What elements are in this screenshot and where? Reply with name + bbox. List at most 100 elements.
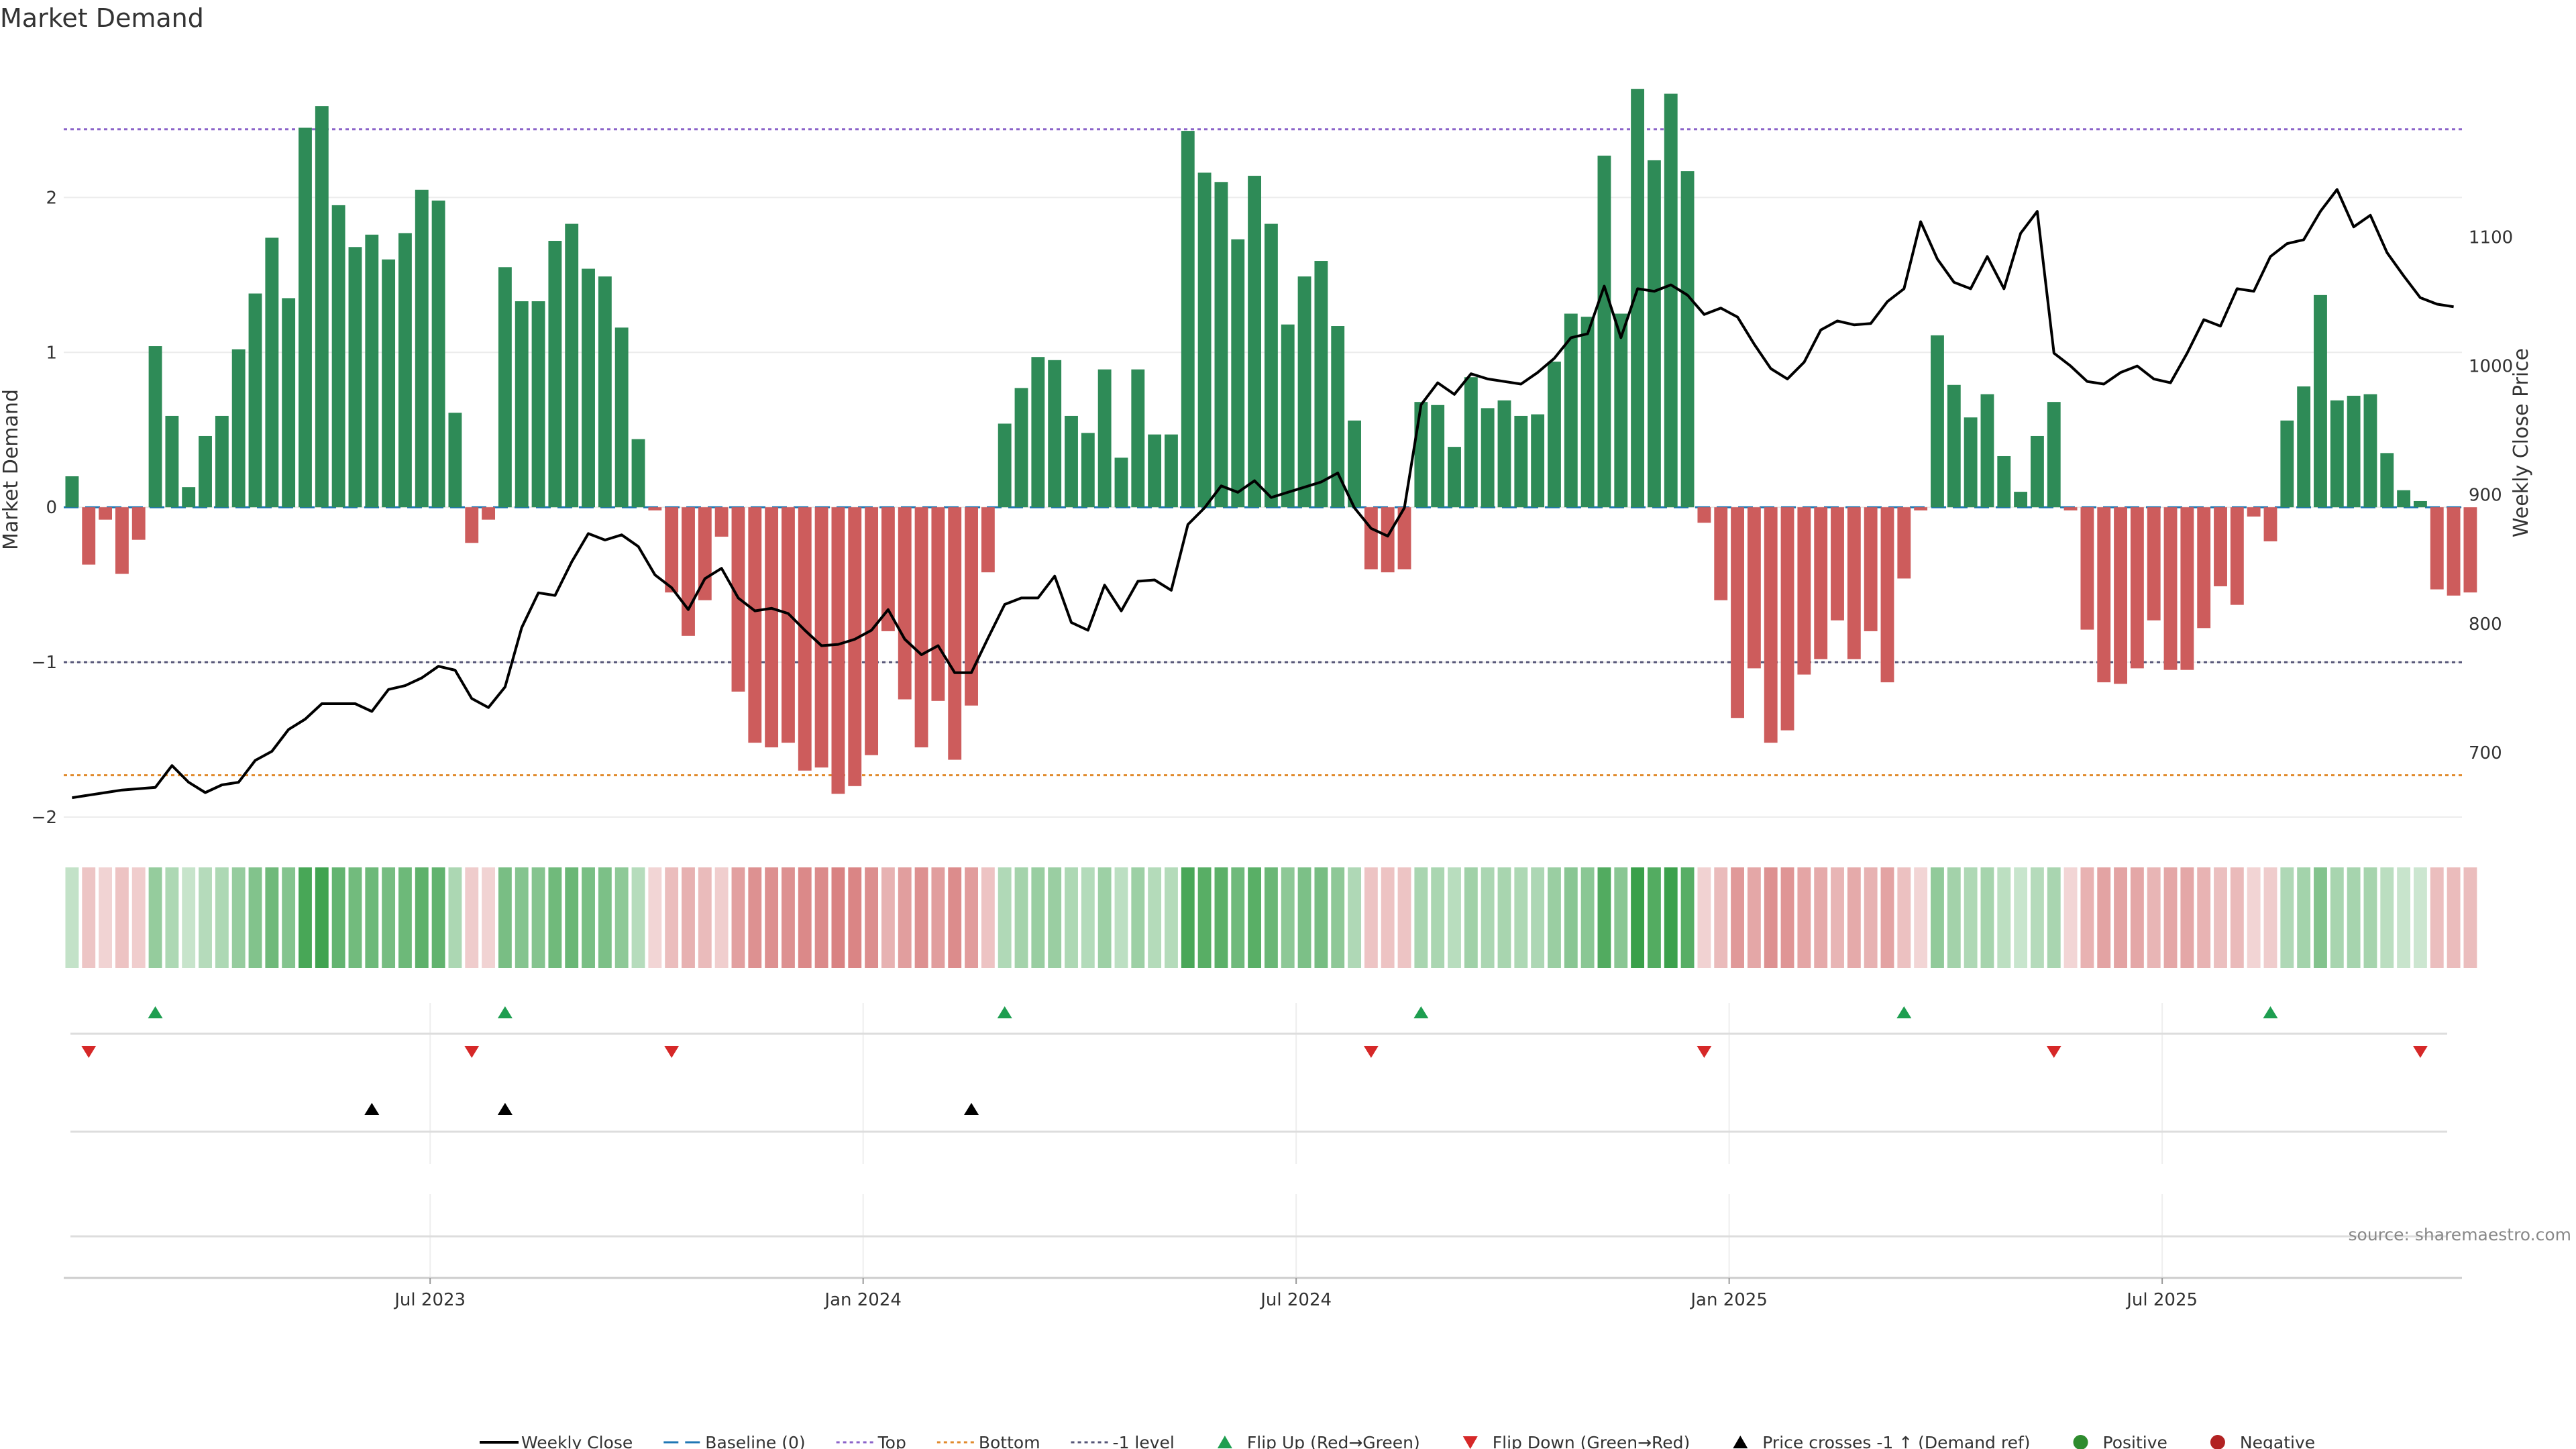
legend-swatch <box>1462 1436 1478 1449</box>
signal-panels <box>70 1003 2447 1278</box>
strip-cell <box>2030 867 2044 968</box>
flip-down-marker <box>2046 1046 2061 1058</box>
demand-bar <box>914 507 928 748</box>
demand-bar <box>965 507 978 706</box>
strip-cell <box>2263 867 2277 968</box>
strip-cell <box>1381 867 1395 968</box>
strip-cell <box>998 867 1012 968</box>
strip-cell <box>1597 867 1611 968</box>
strip-cell <box>1065 867 1078 968</box>
chart-title: Market Demand <box>0 3 204 33</box>
strip-cell <box>714 867 729 968</box>
strip-cell <box>2314 867 2327 968</box>
flip-up-marker <box>148 1006 163 1018</box>
strip-cell <box>1331 867 1345 968</box>
legend-label: Flip Down (Green→Red) <box>1493 1433 1690 1449</box>
demand-bar <box>1731 507 1744 718</box>
demand-bar <box>1647 160 1661 508</box>
strip-cell <box>1264 867 1278 968</box>
strip-cell <box>248 867 262 968</box>
demand-bar <box>1797 507 1811 675</box>
strip-cell <box>965 867 978 968</box>
strip-cell <box>1497 867 1511 968</box>
demand-bar <box>1631 89 1645 508</box>
demand-bar <box>2147 507 2161 621</box>
legend-label: Bottom <box>979 1433 1040 1449</box>
strip-cell <box>1431 867 1445 968</box>
demand-bar <box>2263 507 2277 541</box>
strip-cell <box>1797 867 1811 968</box>
strip-cell <box>2447 867 2461 968</box>
strip-cell <box>199 867 212 968</box>
demand-bar <box>531 301 545 508</box>
demand-bar <box>1914 507 1928 511</box>
demand-bar <box>1065 415 1078 508</box>
strip-cell <box>565 867 579 968</box>
demand-bar <box>1431 405 1445 508</box>
strip-cell <box>348 867 362 968</box>
strip-cell <box>2397 867 2411 968</box>
strip-cell <box>1514 867 1528 968</box>
demand-bar <box>2130 507 2144 669</box>
y-tick-label: 1 <box>46 343 57 363</box>
demand-bar <box>498 267 512 508</box>
demand-bar <box>1114 458 1128 508</box>
flip-down-marker <box>2412 1046 2428 1058</box>
strip-cell <box>515 867 529 968</box>
legend-label: Top <box>877 1433 906 1449</box>
demand-bar <box>299 127 312 508</box>
strip-cell <box>415 867 429 968</box>
strip-cell <box>1747 867 1761 968</box>
demand-bar <box>265 237 279 508</box>
demand-bar <box>2297 386 2311 508</box>
strip-cell <box>582 867 595 968</box>
strip-cell <box>2430 867 2444 968</box>
strip-cell <box>1014 867 1028 968</box>
demand-bar <box>1364 507 1378 570</box>
demand-bar <box>1448 447 1461 508</box>
demand-bar <box>1181 131 1195 508</box>
demand-bar <box>65 476 79 508</box>
legend-swatch <box>2210 1435 2225 1449</box>
strip-cell <box>465 867 479 968</box>
demand-bar <box>1614 313 1628 508</box>
demand-bar <box>765 507 779 748</box>
strip-cell <box>165 867 179 968</box>
demand-bar <box>1697 507 1711 523</box>
demand-bar <box>2430 507 2444 590</box>
strip-cell <box>148 867 162 968</box>
strip-cell <box>1181 867 1195 968</box>
demand-bar <box>2463 507 2477 593</box>
demand-bar <box>331 205 345 508</box>
legend-item: Weekly Close <box>480 1433 633 1449</box>
strip-cell <box>398 867 412 968</box>
demand-bar <box>398 233 412 508</box>
demand-bar <box>714 507 729 537</box>
strip-cell <box>431 867 445 968</box>
strip-cell <box>1931 867 1944 968</box>
demand-bar <box>415 189 429 508</box>
strip-cell <box>814 867 828 968</box>
demand-bar <box>1081 433 1095 508</box>
strip-cell <box>2047 867 2061 968</box>
demand-bar <box>1048 360 1062 508</box>
demand-bar <box>2214 507 2227 586</box>
strip-cell <box>2163 867 2178 968</box>
legend-label: Flip Up (Red→Green) <box>1247 1433 1420 1449</box>
demand-bar <box>365 234 379 508</box>
demand-bar <box>1031 357 1045 508</box>
strip-cell <box>2063 867 2078 968</box>
demand-color-strip <box>65 867 2477 968</box>
strip-cell <box>1880 867 1894 968</box>
demand-bar <box>748 507 762 743</box>
strip-cell <box>698 867 712 968</box>
demand-bar <box>998 423 1012 508</box>
strip-cell <box>682 867 695 968</box>
x-axis-ticks: Jul 2023 Jan 2024 Jul 2024 Jan 2025 Jul 2025 <box>64 1277 2462 1310</box>
strip-cell <box>1580 867 1595 968</box>
legend-label: Weekly Close <box>521 1433 633 1449</box>
strip-cell <box>2080 867 2094 968</box>
strip-cell <box>1814 867 1828 968</box>
demand-bar <box>1964 417 1978 508</box>
